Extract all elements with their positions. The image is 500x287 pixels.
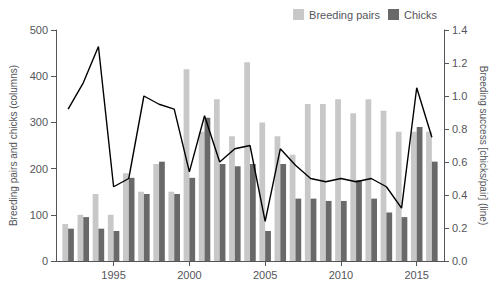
svg-text:0.8: 0.8 bbox=[452, 123, 467, 135]
svg-text:1.2: 1.2 bbox=[452, 57, 467, 69]
svg-text:1.0: 1.0 bbox=[452, 90, 467, 102]
svg-text:Breeding pairs: Breeding pairs bbox=[309, 9, 380, 21]
svg-text:2005: 2005 bbox=[253, 269, 277, 281]
svg-text:2010: 2010 bbox=[329, 269, 353, 281]
svg-text:0: 0 bbox=[42, 255, 48, 267]
svg-text:Breeding pairs and chicks (col: Breeding pairs and chicks (columns) bbox=[8, 65, 19, 226]
svg-text:1.4: 1.4 bbox=[452, 24, 467, 36]
svg-text:Chicks: Chicks bbox=[404, 9, 438, 21]
svg-text:0.2: 0.2 bbox=[452, 222, 467, 234]
svg-text:2000: 2000 bbox=[177, 269, 201, 281]
svg-text:0.4: 0.4 bbox=[452, 189, 467, 201]
svg-text:300: 300 bbox=[30, 116, 48, 128]
svg-text:200: 200 bbox=[30, 163, 48, 175]
svg-text:100: 100 bbox=[30, 209, 48, 221]
svg-text:0.6: 0.6 bbox=[452, 156, 467, 168]
svg-text:2015: 2015 bbox=[404, 269, 428, 281]
svg-text:1995: 1995 bbox=[101, 269, 125, 281]
svg-text:500: 500 bbox=[30, 24, 48, 36]
svg-text:400: 400 bbox=[30, 70, 48, 82]
svg-text:0.0: 0.0 bbox=[452, 255, 467, 267]
svg-text:Breeding success [chicks/pair]: Breeding success [chicks/pair] (line) bbox=[478, 66, 489, 226]
